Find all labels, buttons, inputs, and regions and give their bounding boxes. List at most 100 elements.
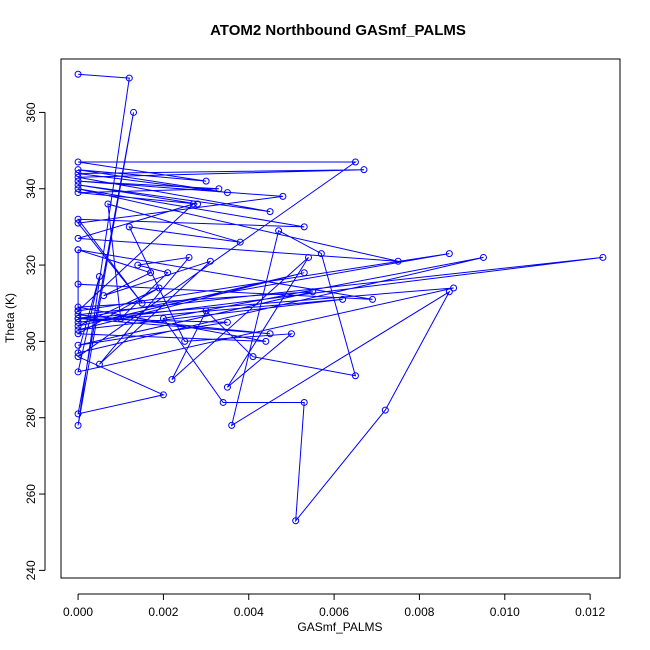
y-tick-label: 300 [24, 331, 38, 351]
data-point [223, 383, 231, 391]
data-point [74, 234, 82, 242]
data-point [339, 295, 347, 303]
data-point [74, 421, 82, 429]
data-point [266, 208, 274, 216]
data-point [95, 360, 103, 368]
y-axis-label: Theta (K) [3, 293, 17, 343]
data-point [74, 246, 82, 254]
y-tick-label: 340 [24, 178, 38, 198]
data-point [445, 250, 453, 258]
data-point [74, 181, 82, 189]
data-point [74, 368, 82, 376]
data-point [266, 330, 274, 338]
data-point [138, 299, 146, 307]
data-point [134, 261, 142, 269]
data-point [351, 372, 359, 380]
x-tick-label: 0.006 [319, 605, 349, 619]
data-point [74, 318, 82, 326]
y-axis: 240 260 280 300 320 340 360 [24, 102, 46, 580]
data-point [181, 337, 189, 345]
data-point [287, 330, 295, 338]
data-point [317, 250, 325, 258]
x-tick-label: 0.000 [63, 605, 93, 619]
data-point [74, 303, 82, 311]
data-point [74, 349, 82, 357]
data-point [223, 318, 231, 326]
data-point [219, 398, 227, 406]
data-point [74, 166, 82, 174]
data-point [74, 326, 82, 334]
data-point [479, 253, 487, 261]
data-point [159, 315, 167, 322]
data-point [74, 307, 82, 315]
data-point [228, 421, 236, 429]
data-point [74, 330, 82, 338]
data-point [164, 269, 172, 277]
data-point [394, 257, 402, 265]
data-point [223, 189, 231, 197]
data-series [74, 70, 607, 525]
data-point [74, 353, 82, 361]
y-tick-label: 260 [24, 484, 38, 504]
data-point [185, 253, 193, 261]
data-point [300, 398, 308, 406]
data-point [309, 288, 317, 296]
data-point [74, 169, 82, 177]
data-point [74, 311, 82, 319]
data-point [445, 288, 453, 296]
data-point [74, 185, 82, 193]
data-point [74, 173, 82, 181]
data-point [100, 292, 108, 300]
y-tick-label: 320 [24, 255, 38, 275]
data-point [599, 253, 607, 261]
data-point [351, 158, 359, 166]
data-point [74, 158, 82, 166]
data-point [159, 391, 167, 399]
data-point [304, 253, 312, 261]
data-point [262, 337, 270, 345]
data-point [74, 341, 82, 349]
data-point [300, 223, 308, 231]
data-point [74, 70, 82, 78]
data-point [74, 315, 82, 322]
x-axis-label: GASmf_PALMS [297, 620, 382, 634]
data-point [292, 517, 300, 525]
data-point [104, 200, 112, 208]
data-point [215, 185, 223, 193]
data-point [74, 177, 82, 185]
data-point [74, 280, 82, 288]
x-axis: 0.000 0.002 0.004 0.006 0.008 0.010 0.012 [63, 593, 605, 619]
data-point [74, 189, 82, 197]
data-point [147, 269, 155, 277]
chart-title: ATOM2 Northbound GASmf_PALMS [210, 22, 466, 39]
data-point [275, 227, 283, 235]
data-point [74, 322, 82, 330]
data-point [125, 223, 133, 231]
data-point [74, 219, 82, 227]
data-point [189, 200, 197, 208]
data-point [279, 192, 287, 200]
data-point [249, 353, 257, 361]
x-tick-label: 0.010 [490, 605, 520, 619]
data-point [74, 410, 82, 418]
y-tick-label: 280 [24, 407, 38, 427]
data-point [300, 269, 308, 277]
data-point [360, 166, 368, 174]
plot-area [60, 58, 621, 579]
data-point [117, 315, 125, 322]
data-point [74, 215, 82, 223]
x-tick-label: 0.002 [148, 605, 178, 619]
data-point [95, 273, 103, 281]
x-tick-label: 0.008 [404, 605, 434, 619]
data-point [194, 200, 202, 208]
series-line [76, 73, 603, 523]
data-point [168, 376, 176, 384]
data-point [130, 108, 138, 116]
data-point [236, 238, 244, 246]
x-tick-label: 0.012 [575, 605, 605, 619]
data-point [202, 307, 210, 315]
y-tick-label: 360 [24, 102, 38, 122]
data-point [369, 295, 377, 303]
data-point [206, 257, 214, 265]
